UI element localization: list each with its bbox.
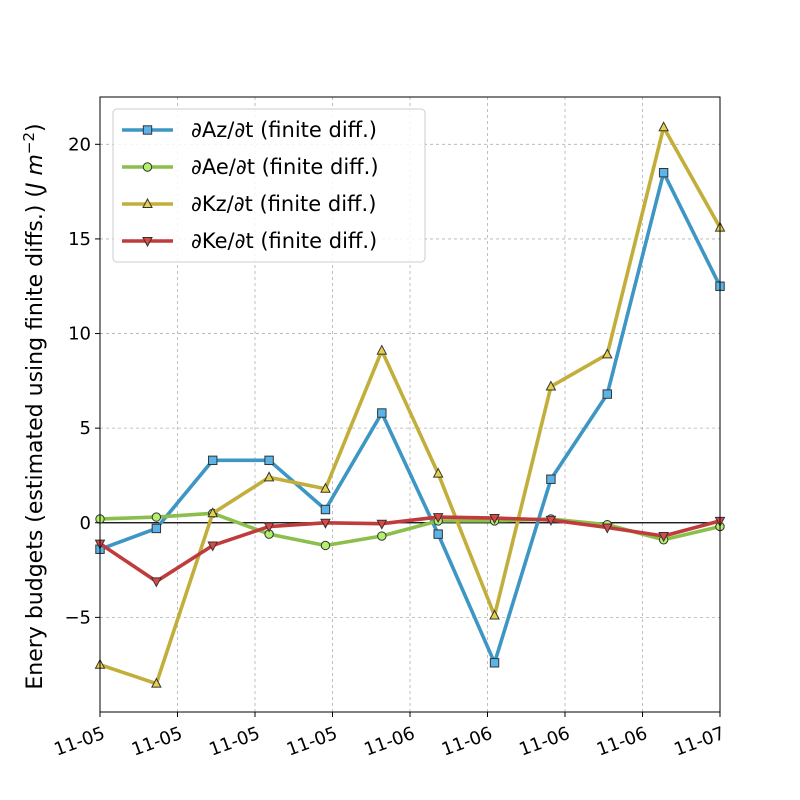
legend-label: ∂Az/∂t (finite diff.)	[191, 118, 377, 142]
data-point	[545, 380, 557, 391]
data-point	[263, 471, 275, 482]
series-line	[99, 125, 722, 686]
data-point	[207, 541, 219, 552]
data-point	[658, 532, 669, 543]
y-tick-label: −5	[64, 607, 91, 628]
x-tick-label: 11-06	[439, 723, 495, 761]
series-layer	[94, 121, 726, 688]
data-point	[658, 121, 669, 132]
legend-marker	[142, 162, 153, 172]
data-point	[432, 513, 444, 524]
data-point	[658, 167, 669, 178]
data-point	[207, 507, 219, 518]
legend-box	[112, 108, 426, 263]
data-point	[377, 408, 387, 418]
legend-item: ∂Kz/∂t (finite diff.)	[122, 192, 376, 216]
data-point	[489, 658, 500, 668]
data-point	[151, 577, 162, 588]
x-axis: 11-05 11-05 11-05 11-05 11-06 11-06 11-06 11-06…	[51, 712, 728, 761]
x-tick-label: 11-05	[284, 723, 340, 761]
legend-item: ∂Ke/∂t (finite diff.)	[122, 229, 377, 253]
data-point	[320, 540, 331, 551]
data-point	[376, 344, 388, 355]
data-point	[320, 518, 331, 529]
x-tick-label: 11-05	[129, 723, 185, 761]
y-axis-label-close: )	[23, 123, 48, 132]
data-point	[151, 512, 162, 522]
y-axis: −5 0 5 10 15 20	[64, 134, 100, 628]
y-axis-label: Enery budgets (estimated using finite di…	[20, 123, 48, 689]
legend-item: ∂Az/∂t (finite diff.)	[122, 118, 377, 142]
data-point	[432, 467, 444, 478]
data-point	[545, 515, 557, 526]
y-axis-label-text: Enery budgets (estimated using finite di…	[23, 189, 48, 690]
x-tick-label: 11-05	[51, 723, 107, 761]
series-line	[98, 515, 721, 584]
data-point	[489, 609, 500, 620]
y-axis-label-unit: J m	[23, 154, 48, 193]
y-axis-label-exponent: −2	[20, 132, 38, 154]
y-tick-label: 0	[80, 513, 91, 534]
legend: ∂Az/∂t (finite diff.) ∂Ae/∂t (finite diff…	[112, 108, 426, 263]
y-tick-label: 5	[80, 418, 91, 439]
data-point	[602, 389, 612, 399]
legend-label: ∂Ke/∂t (finite diff.)	[191, 229, 377, 253]
series	[94, 513, 726, 588]
legend-marker	[142, 237, 153, 248]
x-tick-label: 11-06	[594, 723, 650, 761]
x-tick-label: 11-06	[516, 723, 572, 761]
data-point	[320, 504, 331, 515]
y-tick-label: 20	[68, 134, 91, 155]
data-point	[601, 348, 613, 359]
series-line	[99, 170, 722, 665]
data-point	[376, 519, 388, 530]
y-tick-label: 10	[68, 324, 91, 345]
x-tick-label: 11-05	[206, 723, 262, 761]
legend-marker	[142, 125, 153, 135]
data-point	[546, 474, 556, 484]
data-point	[208, 455, 218, 466]
legend-marker	[142, 197, 153, 208]
legend-item: ∂Ae/∂t (finite diff.)	[122, 155, 379, 179]
legend-label: ∂Kz/∂t (finite diff.)	[191, 192, 376, 216]
data-point	[377, 531, 387, 541]
data-point	[433, 529, 443, 539]
y-tick-label: 15	[68, 229, 91, 250]
data-point	[264, 455, 274, 466]
data-point	[151, 523, 162, 534]
data-point	[601, 523, 613, 534]
legend-label: ∂Ae/∂t (finite diff.)	[191, 155, 379, 179]
data-point	[489, 514, 500, 525]
data-point	[263, 522, 275, 533]
x-tick-label: 11-07	[671, 723, 727, 761]
x-tick-label: 11-06	[361, 723, 417, 761]
data-point	[320, 482, 331, 493]
data-point	[151, 677, 162, 688]
